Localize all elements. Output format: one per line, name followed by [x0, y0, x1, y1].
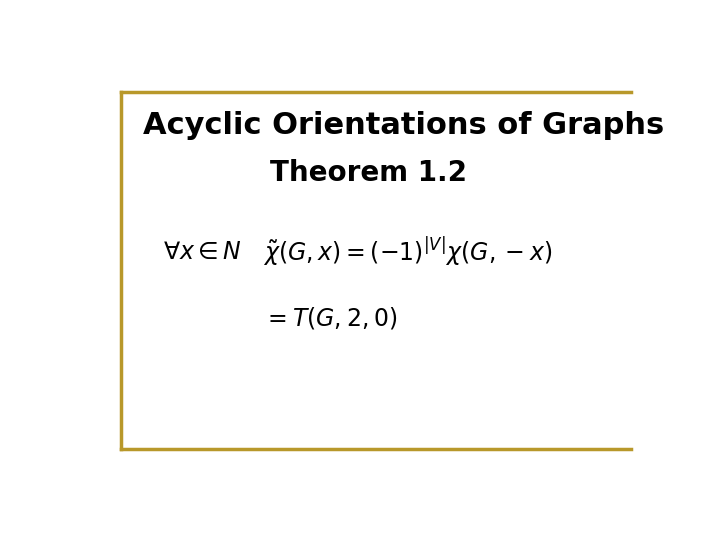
Text: Theorem 1.2: Theorem 1.2: [271, 159, 467, 187]
Text: $\tilde{\chi}(G,x)=(-1)^{|V|}\chi(G,-x)$: $\tilde{\chi}(G,x)=(-1)^{|V|}\chi(G,-x)$: [263, 235, 552, 269]
Text: $=T(G,2,0)$: $=T(G,2,0)$: [263, 306, 397, 332]
Text: Acyclic Orientations of Graphs: Acyclic Orientations of Graphs: [143, 111, 665, 140]
Text: $\forall x \in N$: $\forall x \in N$: [163, 240, 241, 264]
